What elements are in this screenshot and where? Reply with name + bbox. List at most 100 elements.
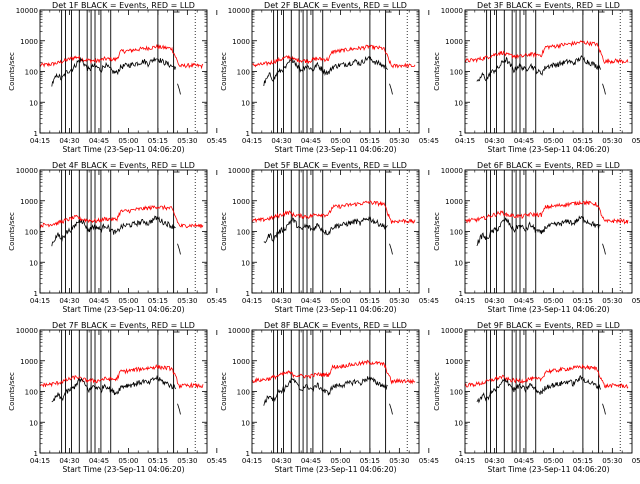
y-tick-label: 10000	[228, 7, 250, 15]
y-tick-label: 1000	[232, 198, 250, 206]
y-axis-label: Counts/sec	[433, 212, 441, 251]
x-tick-label: 05:45	[632, 457, 640, 465]
x-tick-label: 05:00	[330, 457, 350, 465]
x-tick-label: 04:45	[301, 457, 321, 465]
y-tick-label: 10000	[16, 167, 38, 175]
panel-det-2: Det 2F BLACK = Events, RED = LLD Counts/s…	[220, 1, 439, 154]
series-events-tail	[177, 83, 181, 95]
x-tick-label: 04:15	[242, 297, 262, 305]
x-tick-label: 04:30	[59, 137, 79, 145]
x-tick-label: 04:15	[30, 297, 50, 305]
x-tick-label: 05:15	[148, 297, 168, 305]
series-events-line	[263, 55, 388, 87]
y-tick-label: 10000	[228, 167, 250, 175]
chart-title: Det 8F BLACK = Events, RED = LLD	[264, 321, 407, 330]
x-tick-label: 04:45	[89, 297, 109, 305]
x-tick-label: 05:15	[360, 297, 380, 305]
x-tick-label: 05:30	[389, 137, 409, 145]
y-tick-label: 1000	[20, 38, 38, 46]
chart-title: Det 4F BLACK = Events, RED = LLD	[52, 161, 195, 170]
y-tick-label: 10	[454, 259, 463, 267]
y-tick-label: 10000	[16, 7, 38, 15]
x-tick-label: 05:15	[148, 137, 168, 145]
series-events-tail	[602, 83, 606, 95]
series-lld-line	[39, 364, 204, 390]
panel-det-6: Det 6F BLACK = Events, RED = LLD Counts/s…	[433, 161, 640, 314]
x-tick-label: 04:15	[455, 137, 475, 145]
x-tick-label: 04:30	[59, 297, 79, 305]
series-events-tail	[602, 403, 606, 415]
y-tick-label: 10	[29, 419, 38, 427]
chart-title: Det 6F BLACK = Events, RED = LLD	[477, 161, 620, 170]
x-tick-label: 05:30	[389, 297, 409, 305]
x-tick-label: 05:00	[543, 457, 563, 465]
panel-det-7: Det 7F BLACK = Events, RED = LLD Counts/s…	[8, 321, 227, 474]
x-tick-label: 04:30	[271, 137, 291, 145]
x-tick-label: 04:45	[89, 137, 109, 145]
x-axis-label: Start Time (23-Sep-11 04:06:20)	[63, 465, 185, 474]
series-lld-line	[251, 359, 416, 385]
series-events-line	[476, 215, 601, 247]
series-events-tail	[389, 243, 393, 255]
y-tick-label: 10000	[228, 327, 250, 335]
x-axis-label: Start Time (23-Sep-11 04:06:20)	[488, 305, 610, 314]
series-events-line	[476, 55, 601, 82]
panel-det-8: Det 8F BLACK = Events, RED = LLD Counts/s…	[220, 321, 439, 474]
series-events-line	[51, 56, 176, 87]
series-events-tail	[602, 243, 606, 255]
chart-title: Det 5F BLACK = Events, RED = LLD	[264, 161, 407, 170]
x-tick-label: 05:00	[543, 137, 563, 145]
y-tick-label: 1	[246, 450, 250, 458]
x-tick-label: 05:45	[207, 457, 227, 465]
plot-frame	[39, 9, 208, 134]
y-tick-label: 100	[450, 229, 463, 237]
series-events-line	[476, 375, 601, 404]
y-tick-label: 10000	[441, 327, 463, 335]
y-tick-label: 10	[29, 99, 38, 107]
x-axis-label: Start Time (23-Sep-11 04:06:20)	[275, 305, 397, 314]
y-axis-label: Counts/sec	[433, 372, 441, 411]
y-tick-label: 1000	[445, 198, 463, 206]
x-tick-label: 05:00	[330, 137, 350, 145]
y-tick-label: 1	[246, 130, 250, 138]
y-axis-label: Counts/sec	[8, 372, 16, 411]
y-tick-label: 10000	[16, 327, 38, 335]
x-tick-label: 05:00	[330, 297, 350, 305]
x-tick-label: 05:30	[602, 457, 622, 465]
y-tick-label: 1000	[445, 38, 463, 46]
chart-title: Det 2F BLACK = Events, RED = LLD	[264, 1, 407, 10]
series-events-tail	[177, 243, 181, 255]
y-axis-label: Counts/sec	[8, 212, 16, 251]
chart-title: Det 9F BLACK = Events, RED = LLD	[477, 321, 620, 330]
x-tick-label: 04:15	[242, 457, 262, 465]
x-tick-label: 04:45	[301, 297, 321, 305]
panel-det-3: Det 3F BLACK = Events, RED = LLD Counts/s…	[433, 1, 640, 154]
y-tick-label: 100	[25, 389, 38, 397]
plot-frame	[464, 169, 633, 294]
plot-frame	[39, 329, 208, 454]
y-tick-label: 100	[25, 229, 38, 237]
y-axis-label: Counts/sec	[220, 52, 228, 91]
x-tick-label: 05:15	[360, 457, 380, 465]
x-tick-label: 04:45	[514, 137, 534, 145]
x-tick-label: 04:15	[455, 457, 475, 465]
x-tick-label: 05:15	[573, 137, 593, 145]
series-lld-line	[251, 44, 416, 69]
y-axis-label: Counts/sec	[8, 52, 16, 91]
x-tick-label: 05:30	[602, 137, 622, 145]
x-tick-label: 04:30	[271, 297, 291, 305]
x-tick-label: 05:30	[177, 457, 197, 465]
y-axis-label: Counts/sec	[433, 52, 441, 91]
y-tick-label: 1	[459, 450, 463, 458]
series-events-tail	[389, 83, 393, 95]
series-events-line	[51, 374, 176, 403]
x-tick-label: 05:45	[632, 137, 640, 145]
series-events-line	[51, 215, 176, 247]
plot-frame	[251, 329, 420, 454]
y-tick-label: 10	[29, 259, 38, 267]
x-tick-label: 05:15	[148, 457, 168, 465]
series-lld-line	[251, 200, 416, 225]
y-tick-label: 10	[454, 99, 463, 107]
y-tick-label: 1000	[20, 198, 38, 206]
x-tick-label: 04:30	[484, 457, 504, 465]
